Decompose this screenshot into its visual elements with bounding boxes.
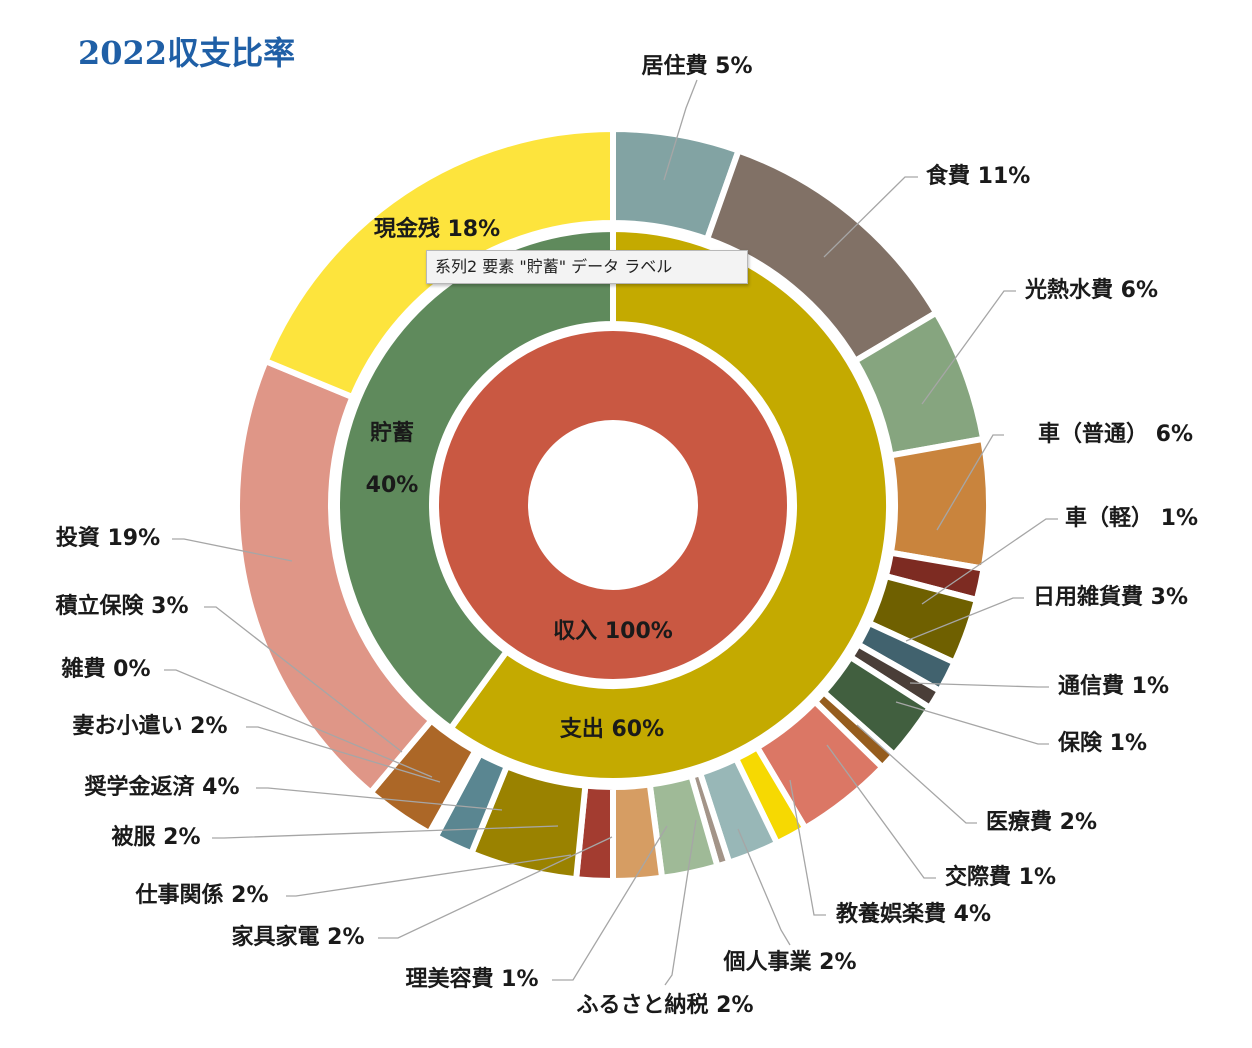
leader-line-0 [663, 79, 698, 181]
leader-line-18 [256, 787, 503, 811]
data-label-outer-2: 光熱水費 6% [1024, 277, 1158, 303]
chart-title: 2022収支比率 [78, 34, 296, 72]
data-label-outer-20: 雑費 0% [60, 656, 150, 682]
data-label-outer-21: 積立保険 3% [55, 593, 188, 619]
leader-line-12 [664, 819, 697, 986]
data-label-outer-7: 保険 1% [1057, 731, 1147, 756]
data-label-outer-14: 理美容費 1% [405, 966, 538, 992]
outer-ring-slice-15[interactable] [610, 781, 666, 885]
leader-line-10 [789, 779, 826, 916]
middle-ring-slice-0[interactable] [446, 225, 892, 784]
data-label-savings: 貯蓄 [370, 420, 414, 446]
leader-line-9 [826, 744, 936, 879]
leader-line-7 [895, 701, 1049, 745]
data-label-savings-pct: 40% [366, 473, 419, 498]
data-label-outer-3: 車（普通） 6% [1038, 421, 1193, 447]
data-label-outer-10: 教養娯楽費 4% [836, 901, 991, 927]
data-label-outer-19: 妻お小遣い 2% [72, 713, 227, 739]
data-label-outer-22: 投資 19% [56, 525, 160, 551]
leader-line-4 [921, 518, 1058, 605]
data-label-expense: 支出 60% [560, 717, 664, 742]
leader-line-11 [737, 828, 791, 946]
inner-ring-slice-0[interactable] [433, 324, 793, 686]
data-label-tooltip: 系列2 要素 "貯蓄" データ ラベル [426, 250, 748, 284]
data-label-outer-5: 日用雑貨費 3% [1033, 584, 1188, 610]
leader-line-21 [204, 606, 403, 753]
data-label-outer-17: 被服 2% [111, 825, 200, 850]
data-label-outer-15: 家具家電 2% [231, 924, 364, 950]
data-label-cash: 現金残 18% [374, 216, 500, 242]
data-label-outer-4: 車（軽） 1% [1065, 505, 1198, 531]
middle-ring-slice-1[interactable] [334, 225, 616, 733]
leader-line-14 [552, 825, 668, 981]
leader-line-22 [172, 538, 293, 562]
leader-line-5 [905, 597, 1024, 642]
data-label-outer-6: 通信費 1% [1058, 673, 1169, 699]
data-label-outer-16: 仕事関係 2% [134, 882, 268, 908]
leader-line-8 [856, 724, 977, 824]
data-label-outer-12: ふるさと納税 2% [576, 992, 753, 1018]
data-label-outer-1: 食費 11% [926, 163, 1030, 189]
leader-line-16 [286, 854, 572, 897]
data-label-outer-8: 医療費 2% [986, 809, 1097, 835]
data-label-income: 収入 100% [553, 619, 673, 644]
leader-line-6 [909, 682, 1049, 688]
leader-line-3 [936, 434, 1004, 531]
data-label-outer-11: 個人事業 2% [722, 949, 856, 975]
leader-line-15 [378, 836, 613, 939]
outer-ring-slice-3[interactable] [887, 435, 992, 573]
data-label-outer-9: 交際費 1% [945, 864, 1056, 890]
leader-line-2 [921, 290, 1016, 405]
leader-line-19 [246, 726, 441, 783]
data-label-outer-18: 奨学金返済 4% [84, 774, 239, 800]
leader-line-20 [164, 669, 433, 778]
leader-line-1 [823, 176, 918, 258]
leader-line-17 [212, 825, 559, 839]
data-label-outer-0: 居住費 5% [641, 53, 752, 79]
